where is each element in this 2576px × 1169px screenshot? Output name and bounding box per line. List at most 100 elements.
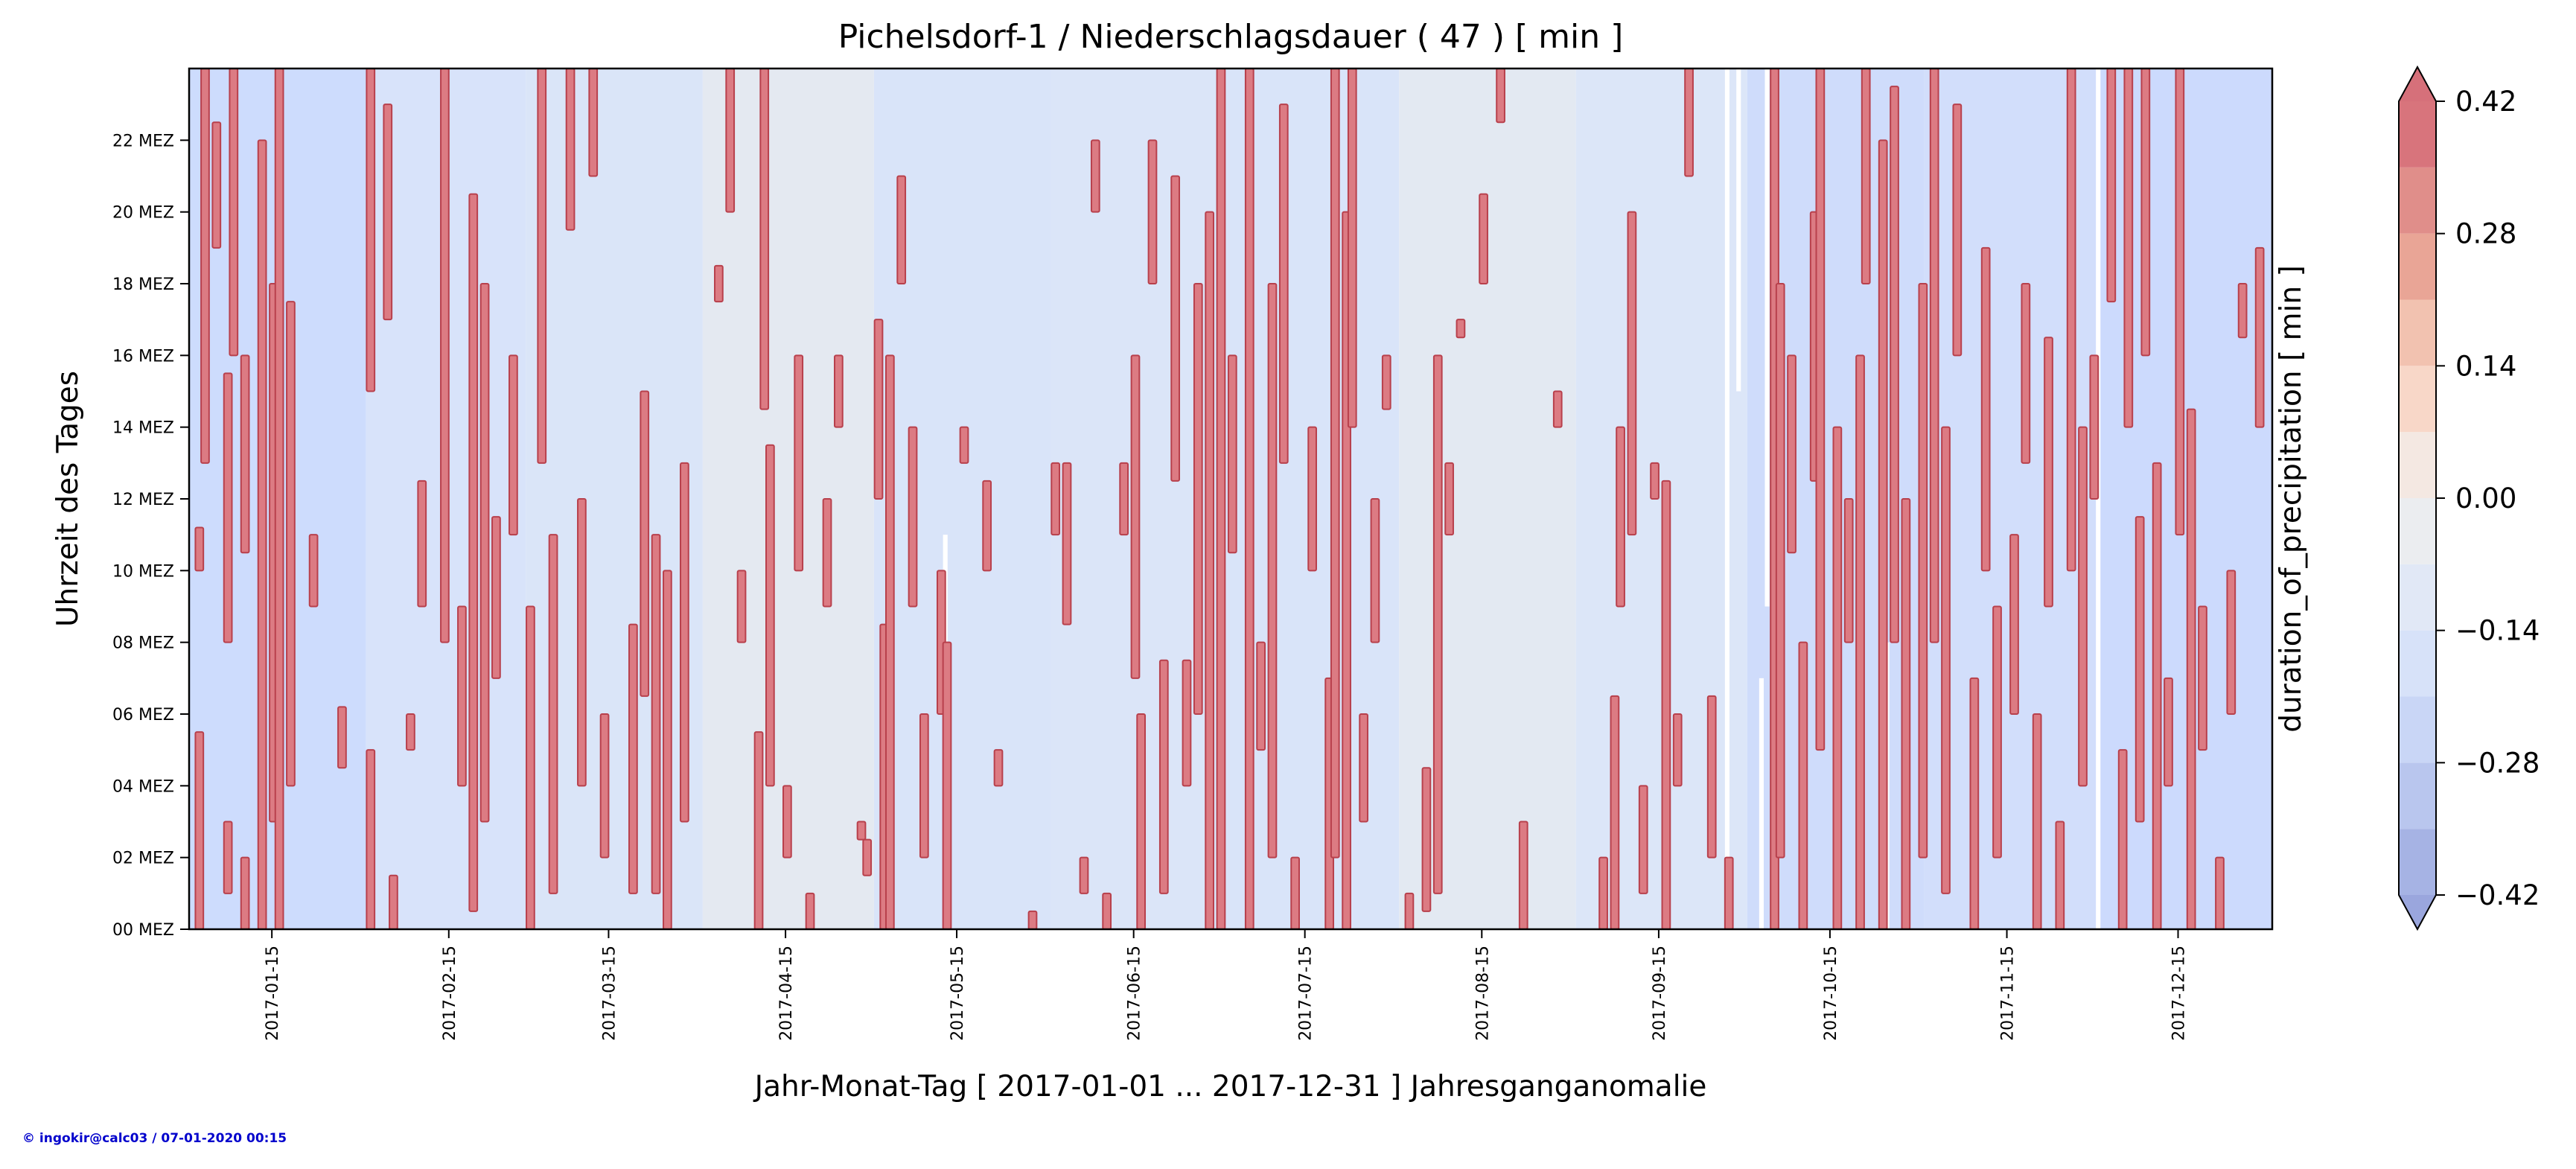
precipitation-event xyxy=(1479,193,1488,285)
precipitation-event xyxy=(651,534,661,894)
precipitation-event xyxy=(1616,426,1625,608)
precipitation-event xyxy=(1421,767,1432,912)
precipitation-event xyxy=(223,821,233,894)
precipitation-event xyxy=(2055,821,2065,930)
precipitation-event xyxy=(2198,605,2207,751)
precipitation-event xyxy=(1787,354,1796,554)
precipitation-event xyxy=(908,426,918,608)
x-tick-label: 2017-01-15 xyxy=(264,946,282,1041)
x-tick-label: 2017-12-15 xyxy=(2170,946,2189,1041)
precipitation-event xyxy=(417,480,427,608)
precipitation-event xyxy=(389,874,398,930)
precipitation-event xyxy=(862,838,873,876)
precipitation-event xyxy=(1136,713,1147,930)
precipitation-event xyxy=(406,713,415,751)
precipitation-event xyxy=(2066,68,2076,572)
precipitation-event xyxy=(1130,354,1141,679)
precipitation-event xyxy=(1256,641,1266,751)
y-tick-label: 08 MEZ xyxy=(112,634,174,653)
precipitation-event xyxy=(1267,283,1278,859)
precipitation-event xyxy=(366,68,376,392)
precipitation-event xyxy=(1843,498,1854,643)
colorbar-segment xyxy=(2399,432,2436,498)
precipitation-event xyxy=(1182,659,1192,787)
precipitation-event xyxy=(599,713,610,859)
colorbar-segment xyxy=(2399,167,2436,234)
precipitation-event xyxy=(337,706,347,769)
precipitation-event xyxy=(468,193,479,912)
precipitation-event xyxy=(194,526,205,572)
y-axis: 00 MEZ 02 MEZ 04 MEZ 06 MEZ 08 MEZ 10 MEZ 12 M… xyxy=(112,132,189,940)
x-tick-label: 2017-06-15 xyxy=(1126,946,1144,1041)
precipitation-event xyxy=(856,821,867,841)
precipitation-event xyxy=(919,713,929,859)
precipitation-event xyxy=(1404,892,1415,931)
precipitation-event xyxy=(1205,211,1215,930)
precipitation-event xyxy=(1878,139,1888,930)
precipitation-event xyxy=(1815,68,1826,751)
precipitation-event xyxy=(1627,211,1637,536)
colorbar-segment xyxy=(2399,564,2436,631)
y-tick-label: 16 MEZ xyxy=(112,347,174,366)
precipitation-event xyxy=(1170,175,1181,482)
precipitation-event xyxy=(2044,337,2053,608)
precipitation-event xyxy=(1244,68,1254,930)
precipitation-event xyxy=(765,444,775,787)
precipitation-event xyxy=(366,749,376,931)
precipitation-event xyxy=(1890,86,1899,643)
precipitation-event xyxy=(2117,749,2128,931)
precipitation-event xyxy=(1147,139,1158,284)
precipitation-event xyxy=(2186,408,2196,930)
x-axis: 2017-01-15 2017-02-15 2017-03-15 2017-04-15… xyxy=(264,929,2189,1041)
precipitation-event xyxy=(1610,695,1620,931)
colorbar-tick-label: 0.28 xyxy=(2455,218,2516,250)
precipitation-event xyxy=(1832,426,1843,930)
precipitation-event xyxy=(1684,68,1694,177)
missing-data-cell xyxy=(1736,69,1741,392)
y-tick-label: 22 MEZ xyxy=(112,132,174,150)
precipitation-event xyxy=(2140,68,2151,357)
precipitation-event xyxy=(2152,462,2162,930)
precipitation-event xyxy=(714,264,724,303)
precipitation-event xyxy=(759,68,770,410)
precipitation-event xyxy=(240,354,250,554)
precipitation-event xyxy=(1290,856,1300,930)
precipitation-event xyxy=(1193,283,1203,715)
precipitation-event xyxy=(229,68,239,357)
precipitation-event xyxy=(2135,516,2145,823)
precipitation-event xyxy=(1062,462,1072,625)
precipitation-event xyxy=(1090,139,1100,213)
precipitation-event xyxy=(1929,68,1939,643)
colorbar-segment xyxy=(2399,498,2436,564)
colorbar-extend-min xyxy=(2399,895,2436,929)
precipitation-event xyxy=(2237,283,2248,339)
precipitation-event xyxy=(240,856,250,930)
missing-data-cell xyxy=(1759,678,1764,929)
colorbar-tick-label: −0.42 xyxy=(2455,879,2540,911)
y-tick-label: 12 MEZ xyxy=(112,491,174,509)
precipitation-event xyxy=(548,534,558,894)
colorbar-segment xyxy=(2399,299,2436,366)
precipitation-event xyxy=(873,319,884,500)
precipitation-event xyxy=(508,354,518,536)
precipitation-event xyxy=(993,749,1004,787)
precipitation-event xyxy=(736,570,747,643)
precipitation-event xyxy=(526,605,535,930)
precipitation-event xyxy=(1432,354,1443,894)
x-tick-label: 2017-03-15 xyxy=(600,946,619,1041)
x-axis-label: Jahr-Monat-Tag [ 2017-01-01 ... 2017-12-… xyxy=(753,1070,1707,1103)
precipitation-event xyxy=(833,354,844,428)
precipitation-events-layer xyxy=(194,68,2265,931)
x-tick-label: 2017-10-15 xyxy=(1822,946,1840,1041)
precipitation-event xyxy=(2123,68,2134,428)
y-tick-label: 04 MEZ xyxy=(112,777,174,796)
precipitation-event xyxy=(1706,695,1717,859)
precipitation-event xyxy=(1051,462,1061,536)
precipitation-event xyxy=(942,641,952,931)
y-tick-label: 00 MEZ xyxy=(112,921,174,940)
precipitation-event xyxy=(640,390,650,697)
y-tick-label: 14 MEZ xyxy=(112,419,174,438)
precipitation-event xyxy=(479,283,490,823)
precipitation-event xyxy=(1359,713,1368,823)
